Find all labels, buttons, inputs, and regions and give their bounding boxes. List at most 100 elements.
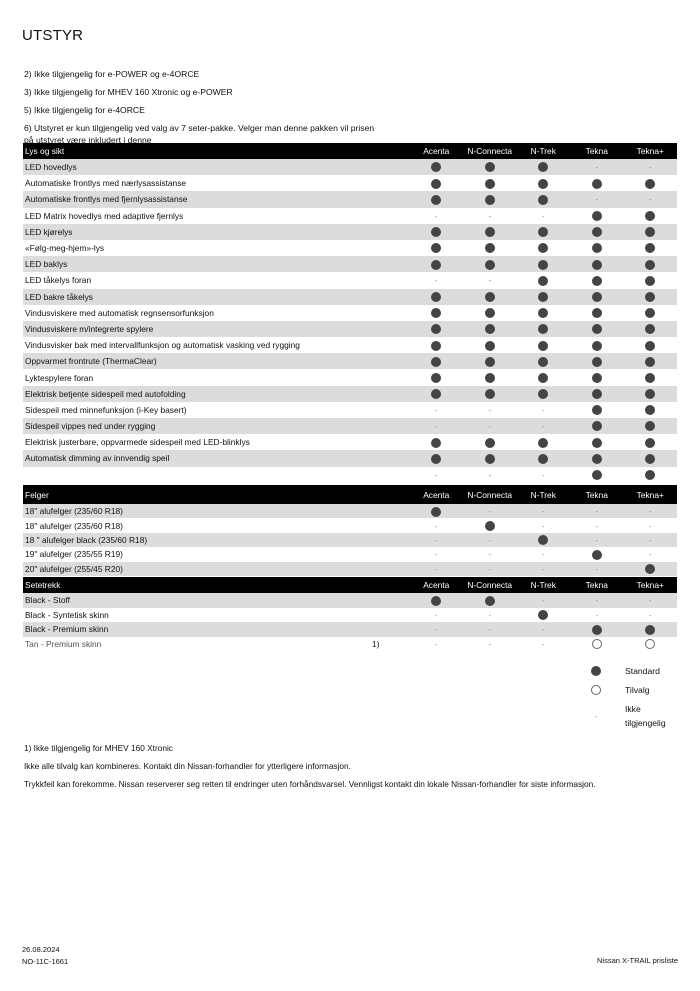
standard-bullet-icon bbox=[645, 178, 656, 189]
row-note bbox=[369, 175, 409, 191]
table-row: Sidespeil med minnefunksjon (i-Key baser… bbox=[23, 402, 677, 418]
table-row: Tan - Premium skinn 1) - - - bbox=[23, 637, 677, 652]
cell bbox=[570, 320, 624, 338]
table-row: 18" alufelger (235/60 R18) - - - - bbox=[23, 504, 677, 519]
cell bbox=[570, 434, 624, 450]
dash-icon: - bbox=[542, 552, 545, 560]
table-row: LED bakre tåkelys bbox=[23, 288, 677, 305]
cell bbox=[409, 288, 463, 305]
cell bbox=[409, 223, 463, 240]
row-label: Sidespeil vippes ned under rygging bbox=[23, 418, 370, 435]
cell bbox=[463, 369, 517, 385]
dash-icon: - bbox=[488, 472, 491, 480]
page-title: UTSTYR bbox=[22, 27, 84, 44]
standard-bullet-icon bbox=[484, 259, 495, 270]
row-note bbox=[369, 434, 409, 450]
cell bbox=[463, 434, 517, 450]
legend-tilvalg: Tilvalg bbox=[585, 683, 675, 697]
cell: - bbox=[570, 561, 624, 576]
row-note bbox=[288, 608, 410, 623]
cell bbox=[517, 272, 571, 288]
table-row: LED tåkelys foran - - bbox=[23, 272, 677, 288]
dash-icon: - bbox=[594, 714, 598, 721]
cell bbox=[570, 353, 624, 370]
standard-bullet-icon bbox=[645, 421, 656, 432]
footnote: Trykkfeil kan forekomme. Nissan reserver… bbox=[24, 779, 596, 789]
row-note bbox=[287, 622, 410, 637]
row-label: 18" alufelger (235/60 R18) bbox=[25, 520, 123, 531]
column-header: N-Connecta bbox=[463, 143, 517, 159]
standard-bullet-icon bbox=[484, 291, 495, 302]
standard-bullet-icon bbox=[538, 340, 549, 351]
standard-bullet-icon bbox=[645, 356, 656, 367]
dash-icon: - bbox=[649, 165, 652, 173]
cell bbox=[624, 240, 678, 256]
row-label: Automatisk dimming av innvendig speil bbox=[23, 450, 370, 467]
standard-bullet-icon bbox=[591, 340, 602, 351]
cell bbox=[409, 320, 463, 338]
cell: - bbox=[516, 593, 570, 608]
cell bbox=[463, 353, 517, 370]
standard-bullet-icon bbox=[645, 453, 656, 464]
row-note bbox=[369, 369, 409, 385]
table-row: LED baklys bbox=[23, 256, 677, 273]
cell bbox=[570, 547, 624, 561]
footnotes: 1) Ikke tilgjengelig for MHEV 160 Xtroni… bbox=[24, 742, 596, 796]
standard-bullet-icon bbox=[431, 372, 442, 383]
row-label: Tan - Premium skinn bbox=[25, 638, 102, 649]
note: 2) Ikke tilgjengelig for e-POWER og e-4O… bbox=[24, 69, 200, 79]
standard-bullet-icon bbox=[484, 340, 495, 351]
section-title: Lys og sikt bbox=[23, 143, 370, 159]
table-row: Black - Stoff - - - bbox=[23, 593, 677, 608]
cell: - bbox=[410, 547, 464, 561]
cell: - bbox=[410, 272, 464, 288]
cell bbox=[410, 434, 464, 450]
dash-icon: - bbox=[488, 213, 491, 221]
cell bbox=[517, 608, 571, 623]
standard-bullet-icon bbox=[645, 389, 656, 400]
cell bbox=[570, 450, 624, 467]
standard-bullet-icon bbox=[431, 178, 442, 189]
cell: - bbox=[624, 547, 678, 561]
dash-icon: - bbox=[542, 424, 545, 432]
cell: - bbox=[410, 467, 464, 483]
row-label: 18" alufelger (235/60 R18) bbox=[23, 504, 331, 519]
cell bbox=[516, 288, 570, 305]
cell bbox=[410, 337, 464, 353]
dash-icon: - bbox=[435, 407, 438, 415]
standard-bullet-icon bbox=[431, 194, 442, 205]
cell: - bbox=[463, 467, 517, 483]
cell bbox=[623, 256, 677, 273]
table-row: Black - Premium skinn - - - bbox=[23, 622, 677, 637]
dash-icon: - bbox=[488, 641, 491, 649]
cell bbox=[409, 450, 463, 467]
cell bbox=[463, 288, 517, 305]
footer-left: 26.08.2024 NO-11C-1661 bbox=[22, 944, 68, 968]
cell bbox=[463, 256, 517, 273]
cell bbox=[516, 353, 570, 370]
dash-icon: - bbox=[488, 424, 491, 432]
cell: - bbox=[463, 547, 517, 561]
row-label: 18 " alufelger black (235/60 R18) bbox=[23, 532, 331, 548]
table-row: Automatiske frontlys med nærlysassistans… bbox=[23, 175, 677, 191]
row-note bbox=[330, 547, 409, 561]
row-note bbox=[369, 159, 410, 176]
cell: - bbox=[623, 191, 677, 208]
column-header: Tekna+ bbox=[623, 143, 677, 159]
column-header: Acenta bbox=[409, 577, 463, 593]
row-note bbox=[369, 191, 410, 208]
dash-icon: - bbox=[488, 612, 491, 620]
cell bbox=[624, 175, 678, 191]
table-row: Automatisk dimming av innvendig speil bbox=[23, 450, 677, 467]
cell bbox=[570, 402, 624, 418]
cell bbox=[570, 175, 624, 191]
cell bbox=[463, 593, 517, 608]
dash-icon: - bbox=[542, 598, 545, 606]
cell: - bbox=[623, 593, 677, 608]
standard-bullet-icon bbox=[591, 324, 602, 335]
standard-bullet-icon bbox=[431, 227, 442, 238]
cell: - bbox=[624, 608, 678, 623]
row-label: Elektrisk justerbare, oppvarmede sidespe… bbox=[25, 437, 250, 448]
cell bbox=[623, 353, 677, 370]
notes: 2) Ikke tilgjengelig for e-POWER og e-4O… bbox=[24, 68, 384, 146]
